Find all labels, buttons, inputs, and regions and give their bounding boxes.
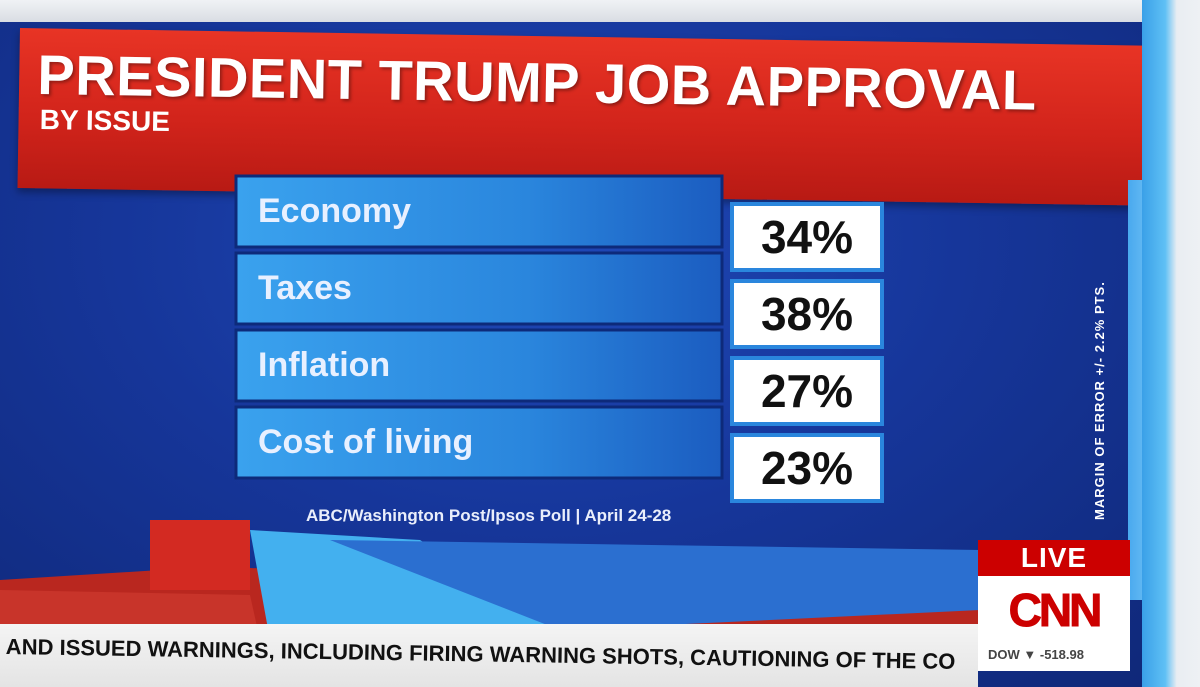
category-label: Taxes [258, 269, 352, 307]
cnn-logo: CNN [1008, 584, 1103, 637]
poll-source: ABC/Washington Post/Ipsos Poll | April 2… [306, 506, 672, 525]
value-label: 34% [761, 211, 853, 263]
value-label: 27% [761, 365, 853, 417]
value-box [730, 356, 884, 426]
network-bug [978, 576, 1130, 671]
issue-bar [234, 174, 724, 249]
stage-decoration [0, 520, 980, 640]
live-badge: LIVE [978, 540, 1130, 576]
value-box [730, 202, 884, 272]
category-label: Economy [258, 192, 411, 230]
value-box [730, 433, 884, 503]
category-label: Inflation [258, 346, 390, 384]
value-label: 38% [761, 288, 853, 340]
stock-ticker: DOW ▼ -518.98 [988, 647, 1084, 662]
value-box [730, 279, 884, 349]
issue-bar [234, 251, 724, 326]
issue-bar [234, 405, 724, 480]
category-label: Cost of living [258, 423, 473, 461]
news-ticker-bar [0, 624, 978, 687]
monitor-frame-top [0, 0, 1200, 22]
value-label: 23% [761, 442, 853, 494]
issue-bar [234, 328, 724, 403]
monitor-frame-right [1142, 0, 1200, 687]
